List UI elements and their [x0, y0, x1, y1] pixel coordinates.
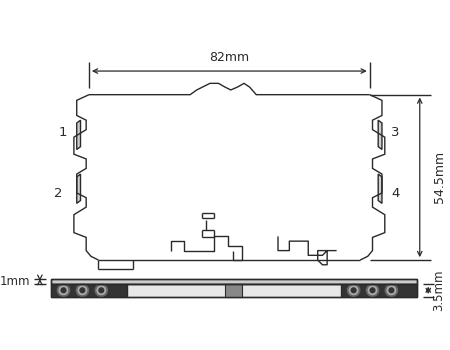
Text: 82mm: 82mm — [209, 51, 249, 64]
Bar — [342, 284, 417, 297]
Text: 3: 3 — [392, 126, 400, 139]
Text: 2: 2 — [54, 187, 63, 201]
Circle shape — [387, 286, 396, 295]
Text: 1mm: 1mm — [0, 275, 31, 288]
Text: 54.5mm: 54.5mm — [433, 151, 446, 203]
Circle shape — [57, 284, 70, 296]
Circle shape — [347, 284, 360, 296]
Circle shape — [61, 288, 66, 293]
Polygon shape — [378, 120, 382, 149]
Polygon shape — [378, 174, 382, 203]
Circle shape — [78, 286, 87, 295]
Circle shape — [59, 286, 68, 295]
Circle shape — [368, 286, 377, 295]
Circle shape — [80, 288, 85, 293]
Text: 3.5mm: 3.5mm — [432, 270, 445, 311]
Circle shape — [97, 286, 106, 295]
Bar — [51, 284, 127, 297]
Polygon shape — [77, 174, 81, 203]
Circle shape — [99, 288, 104, 293]
Circle shape — [95, 284, 108, 296]
Circle shape — [351, 288, 356, 293]
Text: 1: 1 — [59, 126, 68, 139]
Circle shape — [385, 284, 397, 296]
Circle shape — [349, 286, 358, 295]
Bar — [51, 279, 417, 284]
Bar — [225, 284, 242, 297]
Bar — [51, 284, 417, 297]
Circle shape — [76, 284, 89, 296]
Circle shape — [389, 288, 394, 293]
Bar — [51, 284, 417, 297]
Bar — [51, 279, 417, 284]
Text: 4: 4 — [392, 187, 400, 201]
Circle shape — [370, 288, 375, 293]
Circle shape — [366, 284, 378, 296]
Polygon shape — [77, 120, 81, 149]
